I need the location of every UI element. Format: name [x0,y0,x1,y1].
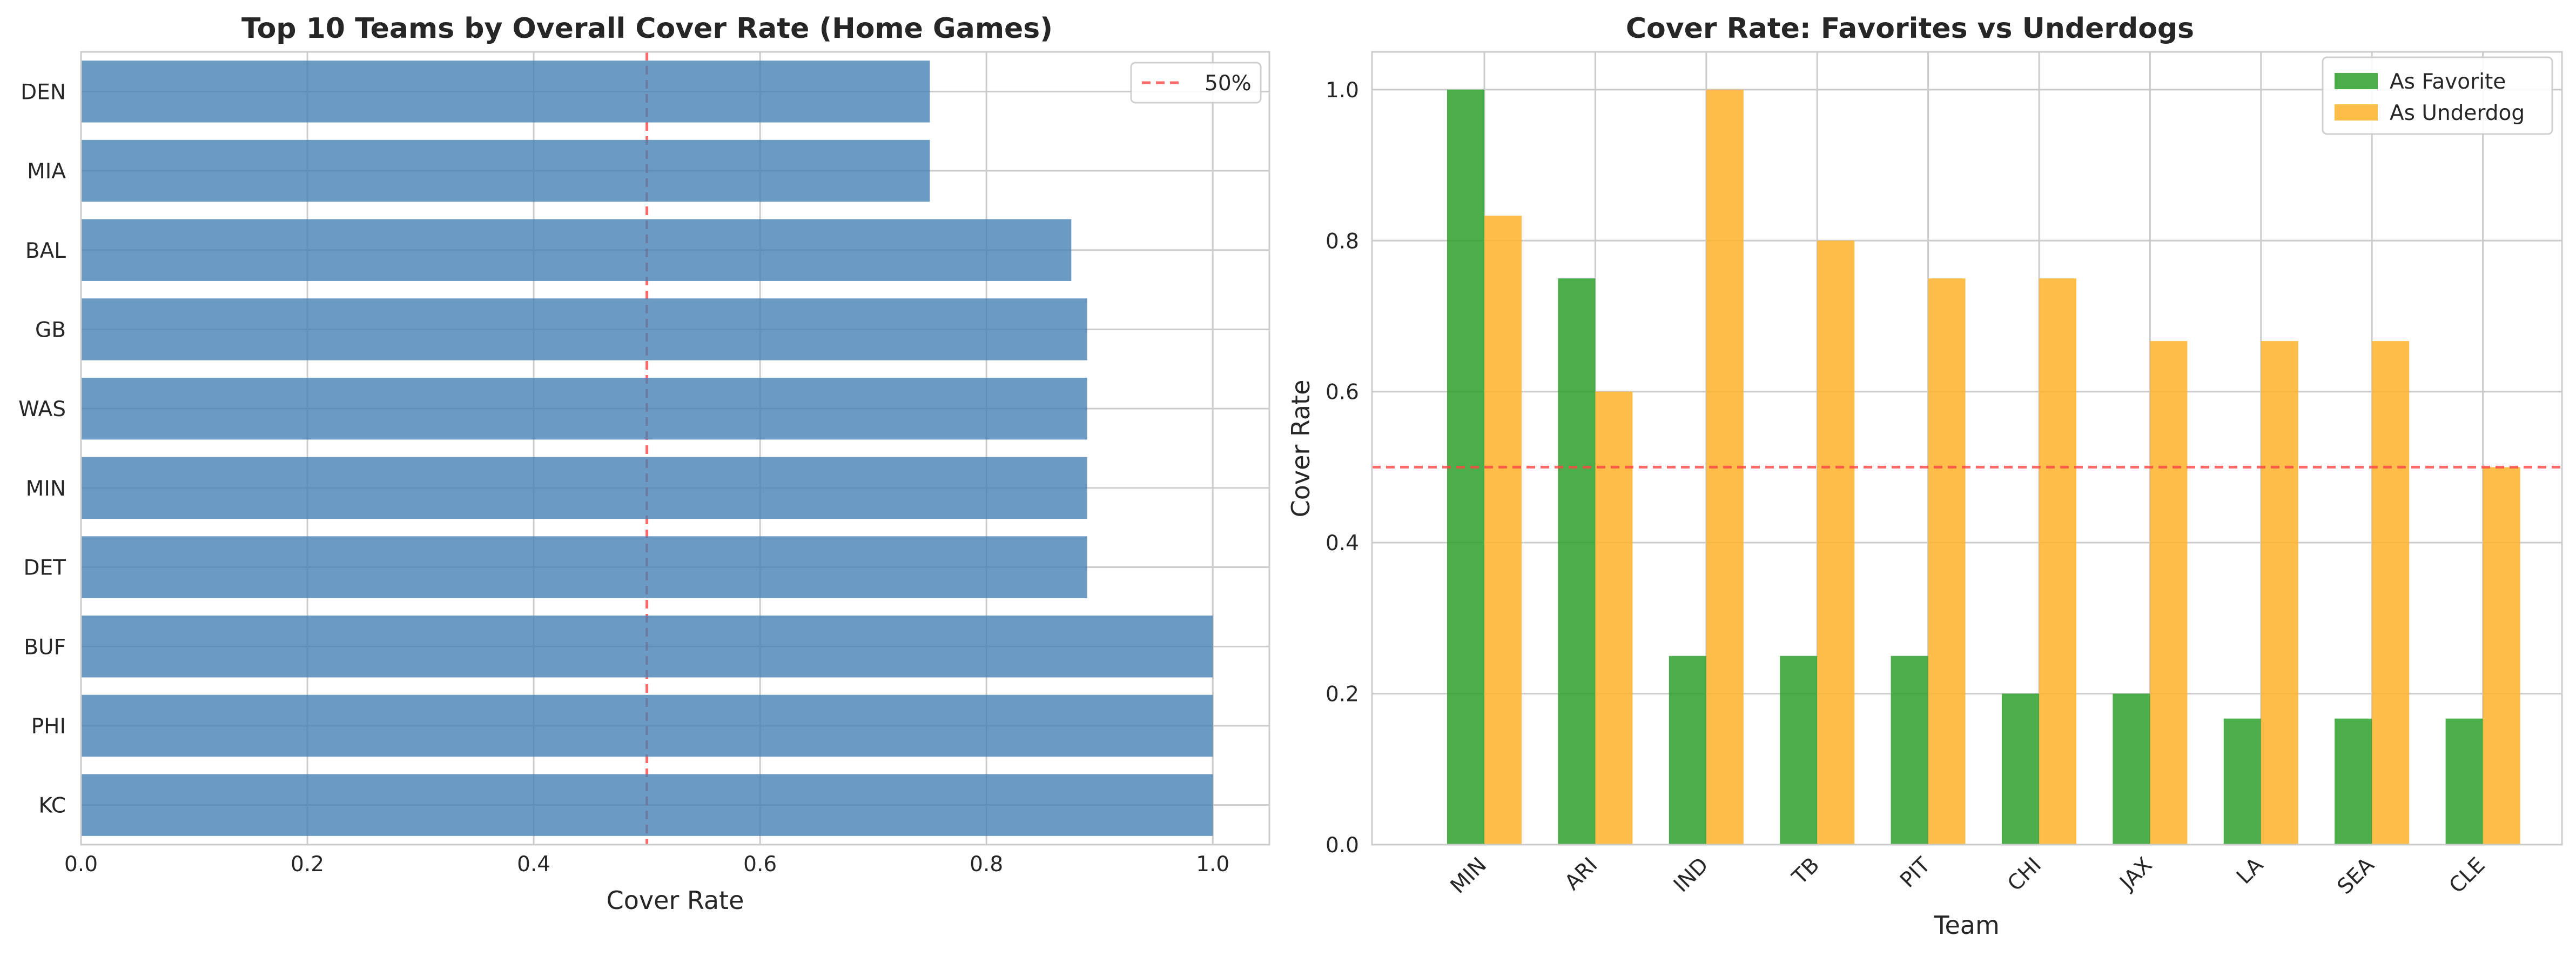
bar-gb [81,298,1087,360]
legend-swatch-as-underdog [2335,104,2378,121]
right-chart: Cover Rate: Favorites vs Underdogs MIN AR… [1286,12,2563,940]
right-legend: As Favorite As Underdog [2322,56,2553,135]
legend-label-as-underdog: As Underdog [2390,101,2525,125]
right-legend-box [2322,56,2553,135]
bar-as-favorite-sea [2335,718,2372,845]
right-x-tick-label: LA [2232,853,2268,889]
bar-buf [81,616,1213,678]
legend-label-reference-line: 50% [1205,71,1252,96]
bar-as-underdog-jax [2150,341,2188,845]
left-x-tick-label: 0.4 [517,852,550,877]
bar-bal [81,219,1072,281]
right-x-tick-label: ARI [1560,853,1602,895]
right-x-tick-label: IND [1669,853,1713,897]
legend-swatch-as-favorite [2335,73,2378,89]
right-x-tick-label: SEA [2333,853,2379,899]
bar-as-underdog-ari [1595,391,1633,845]
right-x-tick-labels: MIN ARI IND TB PIT CHI JAX LA SEA CLE [1446,853,2490,899]
bar-phi [81,694,1213,757]
bar-as-favorite-pit [1891,656,1928,845]
left-x-tick-label: 0.8 [970,852,1003,877]
right-y-tick-label: 0.8 [1326,229,1359,253]
legend-label-as-favorite: As Favorite [2390,70,2506,94]
left-legend: 50% [1130,62,1262,104]
bar-as-favorite-jax [2113,693,2150,845]
left-y-tick-label: MIN [26,477,66,501]
right-plot-frame [1371,51,2563,846]
bar-kc [81,774,1213,836]
right-y-tick-label: 0.4 [1326,531,1359,556]
bar-was [81,377,1087,440]
bar-as-favorite-chi [2002,693,2039,845]
right-y-tick-labels: 0.0 0.2 0.4 0.6 0.8 1.0 [1326,78,1359,858]
bar-min [81,457,1087,519]
left-x-axis-label: Cover Rate [607,886,744,915]
left-y-tick-label: DEN [21,80,66,104]
bar-as-underdog-cle [2483,467,2520,845]
bar-as-favorite-cle [2445,718,2483,845]
left-y-tick-label: GB [35,318,66,342]
left-x-tick-label: 0.0 [64,852,98,877]
right-y-axis-label: Cover Rate [1286,380,1315,518]
left-chart: Top 10 Teams by Overall Cover Rate (Home… [18,12,1270,915]
bar-det [81,536,1087,598]
bar-as-underdog-min [1484,216,1522,845]
left-legend-box [1130,62,1262,104]
right-x-tick-label: MIN [1446,853,1491,898]
right-y-tick-label: 0.0 [1326,833,1359,858]
right-chart-title: Cover Rate: Favorites vs Underdogs [1626,12,2194,45]
left-x-tick-label: 0.2 [291,852,324,877]
left-y-tick-label: MIA [27,159,66,184]
left-plot-frame [80,51,1270,846]
bar-as-underdog-tb [1817,240,1855,845]
bar-as-favorite-ari [1558,278,1596,845]
left-x-tick-labels: 0.0 0.2 0.4 0.6 0.8 1.0 [64,852,1229,877]
right-y-tick-label: 1.0 [1326,78,1359,103]
right-x-tick-label: PIT [1895,853,1935,893]
bar-as-underdog-pit [1928,278,1966,845]
bar-as-underdog-chi [2039,278,2076,845]
left-y-tick-label: PHI [31,714,66,739]
right-x-axis-label: Team [1933,911,2000,940]
left-y-tick-label: WAS [18,397,66,422]
bar-as-favorite-tb [1780,656,1818,845]
bar-as-underdog-sea [2372,341,2410,845]
left-y-tick-labels: KC PHI BUF DET MIN WAS GB BAL MIA DEN [18,80,66,818]
left-y-tick-label: BAL [25,239,66,263]
left-x-tick-label: 1.0 [1196,852,1229,877]
left-bars [81,61,1213,836]
bar-mia [81,139,930,202]
bar-as-favorite-la [2223,718,2261,845]
left-y-tick-label: DET [24,556,66,580]
left-x-tick-label: 0.6 [743,852,777,877]
right-x-tick-label: JAX [2114,853,2157,895]
left-chart-title: Top 10 Teams by Overall Cover Rate (Home… [241,12,1053,45]
bar-as-favorite-ind [1669,656,1706,845]
left-y-tick-label: KC [38,794,66,818]
right-x-tick-label: CLE [2445,853,2490,898]
right-x-tick-label: CHI [2003,853,2046,896]
bar-as-underdog-la [2261,341,2298,845]
right-y-tick-label: 0.2 [1326,683,1359,707]
bar-den [81,61,930,123]
left-y-tick-label: BUF [24,635,66,659]
right-x-tick-label: TB [1787,853,1824,890]
right-y-tick-label: 0.6 [1326,380,1359,405]
